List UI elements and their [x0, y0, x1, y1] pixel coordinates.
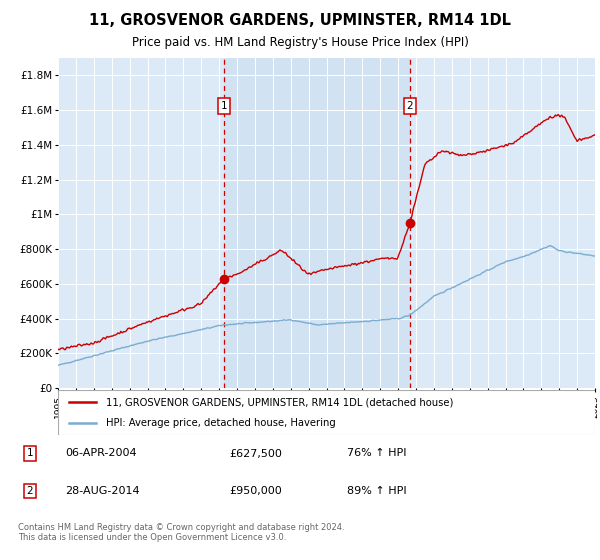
Text: HPI: Average price, detached house, Havering: HPI: Average price, detached house, Have…	[106, 418, 336, 428]
Text: £627,500: £627,500	[230, 449, 283, 459]
Text: 2: 2	[406, 101, 413, 111]
Text: 1: 1	[27, 449, 34, 459]
Text: Contains HM Land Registry data © Crown copyright and database right 2024.
This d: Contains HM Land Registry data © Crown c…	[18, 523, 344, 543]
Text: 2: 2	[27, 486, 34, 496]
Text: 76% ↑ HPI: 76% ↑ HPI	[347, 449, 407, 459]
Text: 06-APR-2004: 06-APR-2004	[65, 449, 137, 459]
Bar	[224, 58, 410, 388]
Text: 89% ↑ HPI: 89% ↑ HPI	[347, 486, 407, 496]
Text: 1: 1	[221, 101, 227, 111]
Text: 11, GROSVENOR GARDENS, UPMINSTER, RM14 1DL: 11, GROSVENOR GARDENS, UPMINSTER, RM14 1…	[89, 13, 511, 28]
Text: 11, GROSVENOR GARDENS, UPMINSTER, RM14 1DL (detached house): 11, GROSVENOR GARDENS, UPMINSTER, RM14 1…	[106, 397, 454, 407]
Text: Price paid vs. HM Land Registry's House Price Index (HPI): Price paid vs. HM Land Registry's House …	[131, 36, 469, 49]
Text: 28-AUG-2014: 28-AUG-2014	[65, 486, 140, 496]
Text: £950,000: £950,000	[230, 486, 283, 496]
